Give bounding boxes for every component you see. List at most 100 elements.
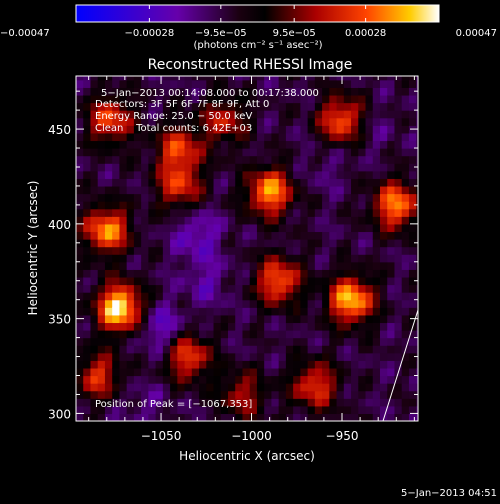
heatmap-cell <box>408 132 417 142</box>
heatmap-cell <box>293 314 301 324</box>
heatmap-cell <box>148 117 157 126</box>
heatmap-cell <box>408 307 417 316</box>
heatmap-cell <box>199 216 207 225</box>
heatmap-cell <box>112 76 121 81</box>
heatmap-cell <box>228 208 236 217</box>
heatmap-cell <box>387 170 396 179</box>
heatmap-cell <box>133 102 142 111</box>
heatmap-cell <box>191 110 200 119</box>
heatmap-cell <box>249 239 258 248</box>
heatmap-cell <box>199 231 207 240</box>
heatmap-cell <box>141 367 149 377</box>
heatmap-cell <box>408 390 417 399</box>
heatmap-cell <box>358 79 367 88</box>
heatmap-cell <box>372 155 381 164</box>
heatmap-cell <box>300 185 309 195</box>
heatmap-cell <box>408 367 417 377</box>
heatmap-cell <box>133 330 142 339</box>
heatmap-cell <box>380 330 388 339</box>
heatmap-cell <box>133 383 142 392</box>
heatmap-cell <box>177 94 186 104</box>
heatmap-cell <box>228 223 236 233</box>
heatmap-cell <box>141 330 149 339</box>
heatmap-cell <box>126 155 135 164</box>
heatmap-cell <box>228 231 236 240</box>
heatmap-cell <box>365 337 374 346</box>
heatmap-cell <box>119 314 128 324</box>
heatmap-cell <box>76 330 84 339</box>
heatmap-cell <box>249 352 258 361</box>
heatmap-cell <box>293 261 301 270</box>
heatmap-cell <box>119 345 128 354</box>
heatmap-cell <box>264 261 273 270</box>
heatmap-cell <box>372 185 381 195</box>
heatmap-cell <box>285 140 294 149</box>
heatmap-cell <box>271 269 280 278</box>
heatmap-cell <box>358 367 367 377</box>
heatmap-cell <box>401 79 410 88</box>
heatmap-cell <box>271 246 280 255</box>
heatmap-cell <box>133 79 142 88</box>
heatmap-cell <box>119 405 128 415</box>
heatmap-cell <box>228 178 236 187</box>
heatmap-cell <box>365 185 374 195</box>
heatmap-cell <box>278 231 287 240</box>
heatmap-cell <box>380 246 388 255</box>
heatmap-cell <box>329 216 338 225</box>
heatmap-cell <box>126 345 135 354</box>
heatmap-cell <box>293 390 301 399</box>
heatmap-cell <box>293 375 301 384</box>
heatmap-cell <box>97 383 106 392</box>
heatmap-cell <box>90 117 99 126</box>
heatmap-cell <box>76 223 84 233</box>
heatmap-cell <box>170 360 178 369</box>
heatmap-cell <box>343 367 352 377</box>
heatmap-cell <box>322 102 330 111</box>
heatmap-cell <box>177 367 186 377</box>
heatmap-cell <box>213 254 222 263</box>
heatmap-cell <box>264 155 273 164</box>
heatmap-cell <box>249 345 258 354</box>
heatmap-cell <box>372 390 381 399</box>
heatmap-cell <box>336 239 345 248</box>
heatmap-cell <box>133 292 142 301</box>
heatmap-cell <box>184 261 193 270</box>
heatmap-cell <box>322 360 330 369</box>
heatmap-cell <box>271 330 280 339</box>
heatmap-cell <box>119 375 128 384</box>
heatmap-cell <box>242 307 251 316</box>
heatmap-cell <box>133 367 142 377</box>
heatmap-cell <box>126 398 135 407</box>
heatmap-cell <box>271 163 280 172</box>
heatmap-cell <box>372 132 381 142</box>
heatmap-cell <box>307 125 316 134</box>
heatmap-cell <box>191 94 200 104</box>
heatmap-cell <box>358 76 367 81</box>
heatmap-cell <box>97 76 106 81</box>
heatmap-cell <box>307 148 316 157</box>
heatmap-cell <box>300 155 309 164</box>
heatmap-cell <box>119 367 128 377</box>
heatmap-cell <box>112 87 121 96</box>
heatmap-cell <box>133 132 142 142</box>
heatmap-cell <box>206 185 215 195</box>
heatmap-cell <box>416 94 418 104</box>
heatmap-cell <box>293 246 301 255</box>
heatmap-cell <box>141 337 149 346</box>
heatmap-cell <box>408 178 417 187</box>
heatmap-cell <box>264 390 273 399</box>
heatmap-cell <box>336 345 345 354</box>
heatmap-cell <box>148 398 157 407</box>
heatmap-cell <box>242 284 251 293</box>
heatmap-cell <box>329 330 338 339</box>
heatmap-cell <box>177 337 186 346</box>
heatmap-cell <box>76 398 84 407</box>
heatmap-cell <box>271 307 280 316</box>
heatmap-cell <box>162 261 171 270</box>
heatmap-cell <box>228 276 236 286</box>
heatmap-cell <box>206 292 215 301</box>
heatmap-cell <box>271 322 280 331</box>
heatmap-cell <box>416 148 418 157</box>
heatmap-cell <box>329 178 338 187</box>
heatmap-cell <box>76 307 84 316</box>
